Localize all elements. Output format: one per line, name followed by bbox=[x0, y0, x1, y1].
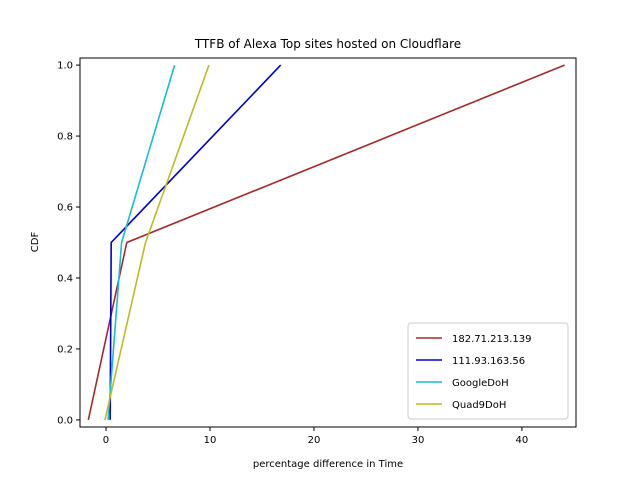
x-tick-label: 20 bbox=[308, 435, 321, 446]
legend-box bbox=[407, 322, 569, 420]
y-tick-label: 0.2 bbox=[57, 344, 73, 355]
axes-frame bbox=[79, 57, 577, 428]
series-line-2 bbox=[107, 64, 176, 420]
legend-label-1: 111.93.163.56 bbox=[452, 356, 525, 367]
legend-label-3: Quad9DoH bbox=[452, 400, 506, 411]
y-tick-label: 0.0 bbox=[57, 415, 73, 426]
y-axis-label: CDF bbox=[30, 232, 41, 253]
series-line-0 bbox=[87, 64, 565, 421]
y-tick-label: 0.6 bbox=[57, 203, 73, 214]
x-tick-label: 0 bbox=[103, 435, 109, 446]
legend-label-0: 182.71.213.139 bbox=[452, 334, 532, 345]
y-tick-label: 0.4 bbox=[57, 273, 73, 284]
y-tick-label: 1.0 bbox=[57, 61, 73, 72]
plot-area: 0 10 20 30 40 0.0 0.2 0.4 0.6 0.8 1.0 bbox=[57, 57, 577, 446]
legend: 182.71.213.139 111.93.163.56 GoogleDoH Quad… bbox=[407, 322, 569, 420]
legend-label-2: GoogleDoH bbox=[452, 378, 509, 389]
series-line-1 bbox=[109, 64, 282, 420]
y-tick-label: 0.8 bbox=[57, 132, 73, 143]
chart-title: TTFB of Alexa Top sites hosted on Cloudf… bbox=[194, 37, 461, 51]
x-tick-label: 40 bbox=[516, 435, 529, 446]
series-line-3 bbox=[104, 64, 210, 421]
x-axis-label: percentage difference in Time bbox=[253, 459, 403, 470]
x-tick-label: 30 bbox=[412, 435, 425, 446]
x-tick-label: 10 bbox=[204, 435, 217, 446]
